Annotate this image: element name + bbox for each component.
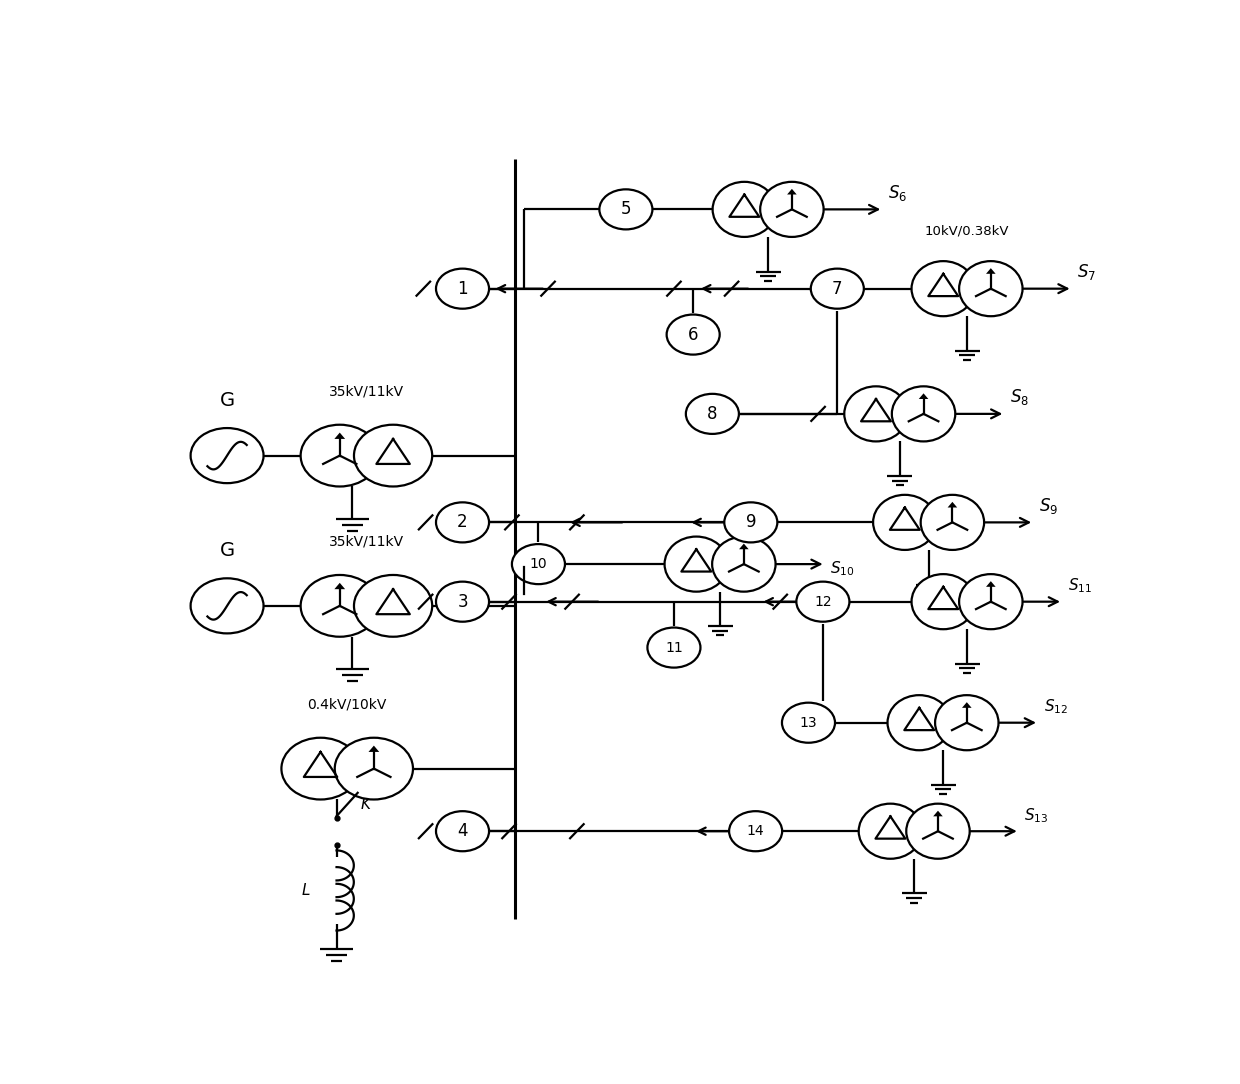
- Text: 9: 9: [745, 514, 756, 531]
- Polygon shape: [986, 268, 996, 274]
- Text: $S_{13}$: $S_{13}$: [1024, 805, 1049, 825]
- Circle shape: [920, 494, 985, 550]
- Circle shape: [906, 803, 970, 859]
- Ellipse shape: [729, 811, 782, 851]
- Polygon shape: [368, 746, 379, 752]
- Ellipse shape: [300, 425, 379, 487]
- Ellipse shape: [191, 428, 264, 483]
- Circle shape: [935, 695, 998, 750]
- Text: 12: 12: [815, 595, 832, 609]
- Text: 8: 8: [707, 404, 718, 423]
- Ellipse shape: [796, 582, 849, 622]
- Text: 10kV/0.38kV: 10kV/0.38kV: [925, 224, 1009, 237]
- Text: 11: 11: [665, 641, 683, 655]
- Text: $S_9$: $S_9$: [1039, 495, 1058, 516]
- Text: $S_{12}$: $S_{12}$: [1044, 697, 1068, 717]
- Text: 35kV/11kV: 35kV/11kV: [329, 384, 404, 398]
- Ellipse shape: [436, 502, 489, 542]
- Polygon shape: [787, 189, 796, 194]
- Text: 6: 6: [688, 325, 698, 344]
- Ellipse shape: [512, 544, 565, 584]
- Circle shape: [713, 182, 776, 237]
- Ellipse shape: [335, 738, 413, 800]
- Text: $S_6$: $S_6$: [888, 183, 908, 203]
- Circle shape: [844, 386, 908, 441]
- Polygon shape: [919, 393, 929, 399]
- Text: K: K: [361, 797, 371, 812]
- Text: 10: 10: [529, 557, 547, 571]
- Circle shape: [760, 182, 823, 237]
- Text: 13: 13: [800, 715, 817, 730]
- Text: G: G: [219, 541, 234, 560]
- Ellipse shape: [436, 811, 489, 851]
- Ellipse shape: [667, 314, 719, 354]
- Ellipse shape: [599, 190, 652, 230]
- Text: 4: 4: [458, 822, 467, 840]
- Ellipse shape: [353, 575, 433, 636]
- Polygon shape: [335, 583, 345, 590]
- Circle shape: [712, 537, 775, 592]
- Text: 2: 2: [458, 514, 467, 531]
- Ellipse shape: [191, 578, 264, 633]
- Text: 14: 14: [746, 824, 764, 838]
- Circle shape: [892, 386, 955, 441]
- Circle shape: [873, 494, 936, 550]
- Ellipse shape: [281, 738, 360, 800]
- Text: 5: 5: [621, 201, 631, 218]
- Circle shape: [959, 575, 1023, 629]
- Ellipse shape: [811, 269, 864, 309]
- Text: 3: 3: [458, 593, 467, 610]
- Text: 35kV/11kV: 35kV/11kV: [329, 534, 404, 549]
- Text: L: L: [301, 883, 310, 898]
- Polygon shape: [739, 543, 749, 550]
- Text: G: G: [219, 390, 234, 410]
- Ellipse shape: [782, 702, 835, 743]
- Text: $S_{11}$: $S_{11}$: [1068, 577, 1092, 595]
- Ellipse shape: [300, 575, 379, 636]
- Text: $S_7$: $S_7$: [1078, 262, 1096, 282]
- Circle shape: [911, 261, 975, 317]
- Text: $S_{10}$: $S_{10}$: [831, 559, 854, 578]
- Ellipse shape: [724, 502, 777, 542]
- Circle shape: [911, 575, 975, 629]
- Text: 0.4kV/10kV: 0.4kV/10kV: [308, 697, 387, 711]
- Text: $S_8$: $S_8$: [1011, 387, 1029, 408]
- Ellipse shape: [436, 269, 489, 309]
- Ellipse shape: [647, 628, 701, 668]
- Ellipse shape: [353, 425, 433, 487]
- Ellipse shape: [686, 393, 739, 434]
- Polygon shape: [986, 581, 996, 586]
- Text: 7: 7: [832, 280, 842, 298]
- Circle shape: [665, 537, 728, 592]
- Ellipse shape: [436, 582, 489, 622]
- Polygon shape: [947, 502, 957, 507]
- Polygon shape: [962, 702, 972, 708]
- Circle shape: [888, 695, 951, 750]
- Text: 1: 1: [458, 280, 467, 298]
- Circle shape: [959, 261, 1023, 317]
- Polygon shape: [335, 433, 345, 439]
- Polygon shape: [934, 811, 942, 816]
- Circle shape: [858, 803, 923, 859]
